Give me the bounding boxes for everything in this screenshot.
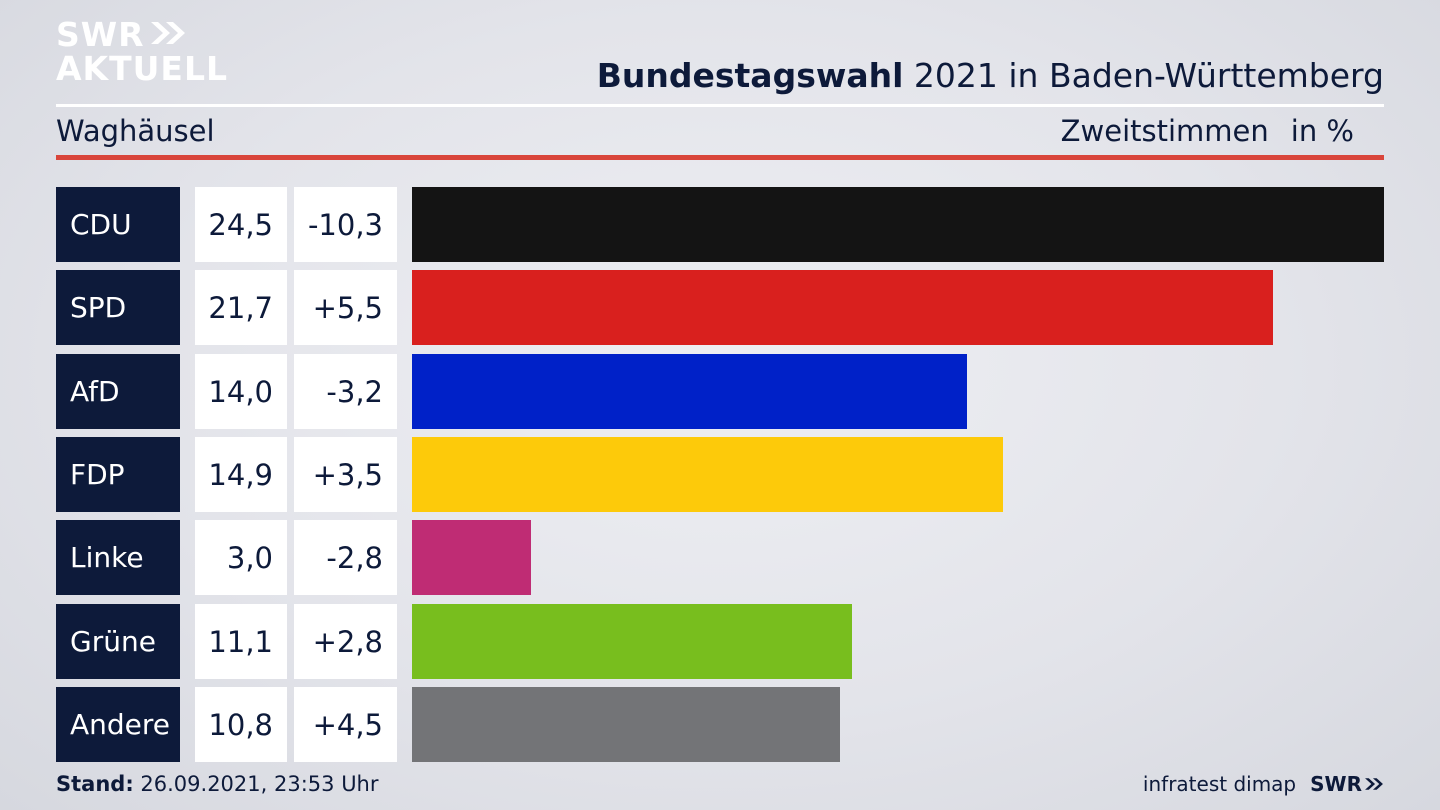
logo-swr-text: SWR xyxy=(56,15,145,54)
swr-aktuell-logo: SWR AKTUELL xyxy=(56,18,228,86)
timestamp: Stand: 26.09.2021, 23:53 Uhr xyxy=(56,772,379,796)
chart-row: FDP 14,9 +3,5 xyxy=(56,437,1384,512)
vote-share-label: 24,5 xyxy=(195,187,287,262)
chart-row: Linke 3,0 -2,8 xyxy=(56,520,1384,595)
chart-row: Andere 10,8 +4,5 xyxy=(56,687,1384,762)
vote-share-label: 14,9 xyxy=(195,437,287,512)
chart-row: Grüne 11,1 +2,8 xyxy=(56,604,1384,679)
logo-chevron-icon xyxy=(149,18,187,52)
result-bar xyxy=(412,187,1384,262)
chart-row: AfD 14,0 -3,2 xyxy=(56,354,1384,429)
chart-row: CDU 24,5 -10,3 xyxy=(56,187,1384,262)
vote-share-label: 3,0 xyxy=(195,520,287,595)
footer-chevron-icon xyxy=(1365,778,1383,790)
party-label: Linke xyxy=(56,520,180,595)
change-label: -2,8 xyxy=(294,520,397,595)
change-label: +5,5 xyxy=(294,270,397,345)
result-bar xyxy=(412,437,1003,512)
footer-source: infratest dimap SWR xyxy=(1143,772,1384,796)
result-bar xyxy=(412,270,1273,345)
party-label: SPD xyxy=(56,270,180,345)
unit-text: in % xyxy=(1290,114,1354,148)
header-divider xyxy=(56,104,1384,107)
page-title: Bundestagswahl 2021 in Baden-Württemberg xyxy=(597,56,1384,95)
result-bar xyxy=(412,604,852,679)
chart-row: SPD 21,7 +5,5 xyxy=(56,270,1384,345)
location-label: Waghäusel xyxy=(56,114,215,148)
change-label: +3,5 xyxy=(294,437,397,512)
title-bold: Bundestagswahl xyxy=(596,56,904,95)
footer-swr-logo: SWR xyxy=(1310,772,1384,796)
party-label: FDP xyxy=(56,437,180,512)
result-bar xyxy=(412,687,840,762)
change-label: -10,3 xyxy=(294,187,397,262)
party-label: Andere xyxy=(56,687,180,762)
accent-divider xyxy=(56,155,1384,160)
stand-label: Stand: xyxy=(56,772,134,796)
change-label: +4,5 xyxy=(294,687,397,762)
vote-share-label: 10,8 xyxy=(195,687,287,762)
vote-share-label: 21,7 xyxy=(195,270,287,345)
title-rest: 2021 in Baden-Württemberg xyxy=(913,56,1384,95)
party-label: Grüne xyxy=(56,604,180,679)
change-label: -3,2 xyxy=(294,354,397,429)
party-label: AfD xyxy=(56,354,180,429)
footer-swr-text: SWR xyxy=(1310,772,1362,796)
vote-share-label: 11,1 xyxy=(195,604,287,679)
change-label: +2,8 xyxy=(294,604,397,679)
party-label: CDU xyxy=(56,187,180,262)
vote-share-label: 14,0 xyxy=(195,354,287,429)
result-bar xyxy=(412,354,967,429)
source-label: infratest dimap xyxy=(1142,772,1297,796)
measure-text: Zweitstimmen xyxy=(1060,114,1269,148)
measure-label: Zweitstimmen in % xyxy=(1061,114,1354,148)
result-bar xyxy=(412,520,531,595)
logo-aktuell-text: AKTUELL xyxy=(56,49,229,88)
stand-value: 26.09.2021, 23:53 Uhr xyxy=(140,772,379,796)
